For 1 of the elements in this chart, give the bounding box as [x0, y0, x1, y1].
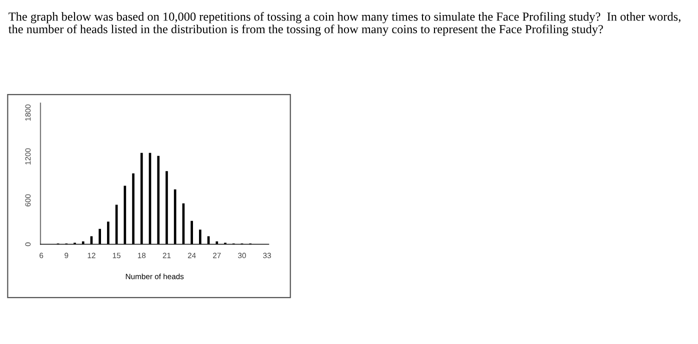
text: The graph below was based on 10,000 repetitions of tossing a coin how many times to simulate the Face Profiling study? In other words, the number of heads listed in the distribution is from the tossing of how many coins to represent the Face Profiling study?: [8, 12, 680, 36]
